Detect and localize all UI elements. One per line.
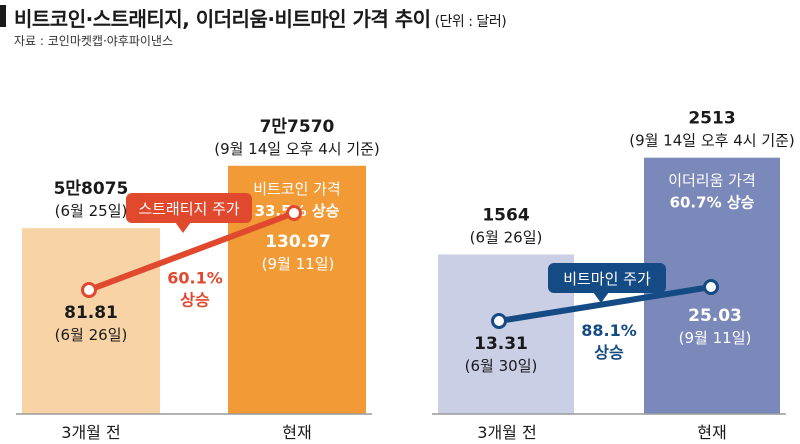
- chart-title: 비트코인·스트래티지, 이더리움·비트마인 가격 추이 (단위 : 달러): [14, 3, 507, 32]
- series-name-label: 비트마인 주가: [563, 270, 651, 288]
- line-point-2: [286, 205, 302, 221]
- line-series: [86, 210, 297, 293]
- category-label: 현재: [697, 423, 726, 442]
- bar-value-label: 2513: [688, 109, 735, 129]
- bar-inner-change: 60.7% 상승: [670, 194, 755, 212]
- line-change-label: 60.1%: [167, 269, 223, 288]
- bar-value-label: 5만8075: [54, 179, 129, 199]
- line-value-label: 25.03: [688, 306, 742, 326]
- unit-label: (단위 : 달러): [434, 14, 507, 30]
- series-name-label: 스트래티지 주가: [138, 200, 240, 218]
- bar-value-label: 7만7570: [260, 117, 335, 137]
- series-name-pointer: [175, 222, 191, 233]
- category-label: 현재: [282, 423, 311, 442]
- line-change-label: 88.1%: [581, 321, 637, 340]
- bar-date-label: (6월 26일): [470, 228, 543, 246]
- series-name-pill: [548, 263, 666, 293]
- line-value-label: 81.81: [64, 303, 118, 323]
- source-note: 자료 : 코인마켓캡·야후파이낸스: [14, 34, 174, 48]
- line-date-label: (9월 11일): [679, 329, 752, 347]
- line-date-label: (6월 30일): [465, 357, 538, 375]
- line-value-label: 13.31: [474, 334, 528, 354]
- bar-inner-label: 이더리움 가격: [668, 172, 756, 190]
- line-point-1: [81, 282, 97, 298]
- title-accent: [0, 5, 6, 27]
- line-date-label: (6월 26일): [55, 326, 128, 344]
- series-name-pill: [126, 193, 252, 223]
- bar-date-label: (9월 14일 오후 4시 기준): [214, 140, 380, 158]
- series-name-pointer: [593, 292, 609, 303]
- line-value-label: 130.97: [265, 232, 331, 252]
- bar-1: [22, 228, 160, 414]
- line-point-1: [491, 313, 507, 329]
- line-date-label: (9월 11일): [262, 255, 335, 273]
- chart-panel-1: 5만8075 (6월 25일) 7만7570 (9월 14일 오후 4시 기준) 비트코…: [16, 117, 380, 442]
- bar-date-label: (9월 14일 오후 4시 기준): [629, 132, 795, 150]
- chart-panel-2: 1564 (6월 26일) 2513 (9월 14일 오후 4시 기준) 이더리움 가격…: [432, 109, 795, 442]
- category-label: 3개월 전: [61, 423, 120, 442]
- bar-date-label: (6월 25일): [55, 202, 128, 220]
- line-change-label: 상승: [180, 291, 210, 310]
- chart-title-text: 비트코인·스트래티지, 이더리움·비트마인 가격 추이: [14, 7, 431, 31]
- title-bar: 비트코인·스트래티지, 이더리움·비트마인 가격 추이 (단위 : 달러): [0, 0, 800, 32]
- category-label: 3개월 전: [477, 423, 536, 442]
- line-point-2: [703, 279, 719, 295]
- line-change-label: 상승: [594, 343, 624, 362]
- bar-value-label: 1564: [482, 205, 529, 225]
- bar-inner-label: 비트코인 가격: [253, 180, 341, 198]
- line-series: [496, 284, 714, 324]
